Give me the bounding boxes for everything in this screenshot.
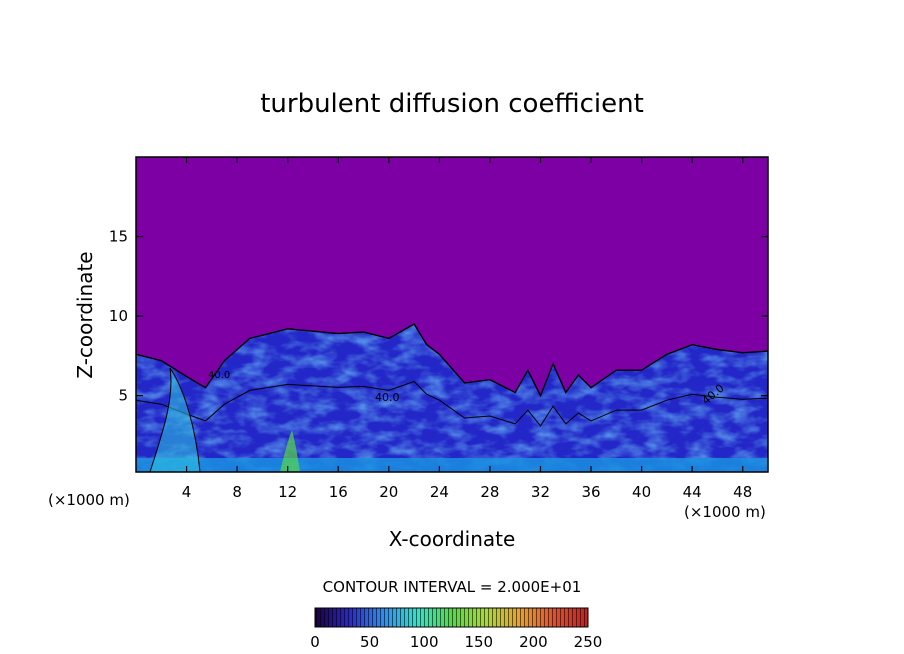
x-unit-right: (×1000 m)	[684, 503, 766, 521]
colorbar-ticks: 0 50 100 150 200 250	[310, 633, 602, 651]
surface-layer	[136, 458, 768, 472]
contour-label-1: 40.0	[375, 391, 400, 404]
colorbar-tick-label: 0	[310, 633, 320, 651]
x-axis-ticks: 4 8 12 16 20 24 28 32 36 40 44 48	[182, 157, 752, 501]
x-tick-label: 32	[531, 483, 550, 501]
x-tick-label: 44	[683, 483, 702, 501]
x-tick-label: 8	[232, 483, 242, 501]
green-plume	[280, 430, 300, 472]
contour-interval-text: CONTOUR INTERVAL = 2.000E+01	[323, 578, 582, 596]
x-tick-label: 24	[430, 483, 449, 501]
x-unit-left: (×1000 m)	[48, 491, 130, 509]
turbulent-layer: 40.0 40.0 40.0	[136, 323, 768, 472]
turbulent-layer-texture	[136, 324, 768, 472]
x-tick-label: 4	[182, 483, 192, 501]
left-column-feature	[150, 368, 200, 472]
x-tick-label: 16	[329, 483, 348, 501]
y-axis-ticks: 5 10 15	[109, 228, 768, 405]
y-tick-label: 15	[109, 228, 128, 246]
colorbar-tick-label: 150	[464, 633, 493, 651]
left-column-contour	[149, 367, 201, 472]
contour-line-outer	[136, 323, 768, 398]
colorbar-tick-label: 50	[360, 633, 379, 651]
x-axis-label: X-coordinate	[389, 527, 516, 551]
contour-label-3: 40.0	[208, 370, 230, 381]
x-tick-label: 36	[581, 483, 600, 501]
colorbar-tick-label: 250	[574, 633, 603, 651]
x-tick-label: 28	[480, 483, 499, 501]
colorbar-tick-label: 200	[519, 633, 548, 651]
contour-line-inner	[136, 380, 768, 427]
x-tick-label: 20	[379, 483, 398, 501]
x-tick-label: 40	[632, 483, 651, 501]
colorbar-tick-label: 100	[410, 633, 439, 651]
y-axis-label: Z-coordinate	[73, 251, 97, 378]
colorbar-stripes	[315, 608, 588, 627]
plot-frame	[135, 156, 769, 473]
x-tick-label: 12	[278, 483, 297, 501]
y-tick-label: 5	[118, 387, 128, 405]
y-tick-label: 10	[109, 307, 128, 325]
chart-title: turbulent diffusion coefficient	[260, 89, 644, 119]
x-tick-label: 48	[733, 483, 752, 501]
